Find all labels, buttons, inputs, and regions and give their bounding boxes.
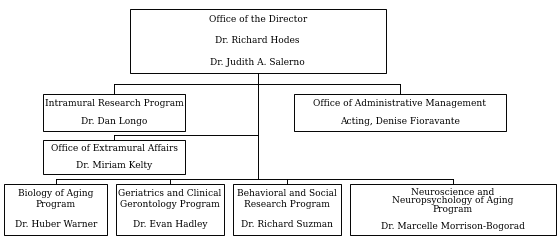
Text: Research Program: Research Program: [244, 200, 330, 209]
Text: Biology of Aging: Biology of Aging: [18, 189, 94, 198]
Text: Dr. Richard Suzman: Dr. Richard Suzman: [241, 220, 333, 229]
FancyBboxPatch shape: [129, 8, 386, 73]
Text: Dr. Miriam Kelty: Dr. Miriam Kelty: [76, 161, 152, 170]
Text: Geriatrics and Clinical: Geriatrics and Clinical: [118, 189, 222, 198]
Text: Dr. Marcelle Morrison-Bogorad: Dr. Marcelle Morrison-Bogorad: [381, 222, 525, 231]
Text: Program: Program: [433, 205, 473, 214]
Text: Program: Program: [36, 200, 76, 209]
Text: Acting, Denise Fioravante: Acting, Denise Fioravante: [340, 118, 460, 127]
FancyBboxPatch shape: [43, 94, 185, 131]
Text: Dr. Dan Longo: Dr. Dan Longo: [81, 118, 147, 127]
FancyBboxPatch shape: [4, 184, 108, 235]
Text: Behavioral and Social: Behavioral and Social: [237, 189, 337, 198]
Text: Office of Administrative Management: Office of Administrative Management: [313, 99, 486, 108]
Text: Neuropsychology of Aging: Neuropsychology of Aging: [392, 196, 514, 205]
Text: Dr. Judith A. Salerno: Dr. Judith A. Salerno: [211, 58, 305, 67]
FancyBboxPatch shape: [349, 184, 556, 235]
Text: Dr. Evan Hadley: Dr. Evan Hadley: [133, 220, 207, 229]
Text: Gerontology Program: Gerontology Program: [120, 200, 220, 209]
FancyBboxPatch shape: [115, 184, 224, 235]
Text: Intramural Research Program: Intramural Research Program: [45, 99, 184, 108]
FancyBboxPatch shape: [294, 94, 506, 131]
Text: Office of Extramural Affairs: Office of Extramural Affairs: [51, 144, 178, 153]
Text: Dr. Richard Hodes: Dr. Richard Hodes: [216, 36, 300, 45]
Text: Office of the Director: Office of the Director: [208, 15, 307, 24]
Text: Neuroscience and: Neuroscience and: [411, 188, 494, 197]
Text: Dr. Huber Warner: Dr. Huber Warner: [15, 220, 97, 229]
FancyBboxPatch shape: [43, 140, 185, 174]
FancyBboxPatch shape: [232, 184, 341, 235]
